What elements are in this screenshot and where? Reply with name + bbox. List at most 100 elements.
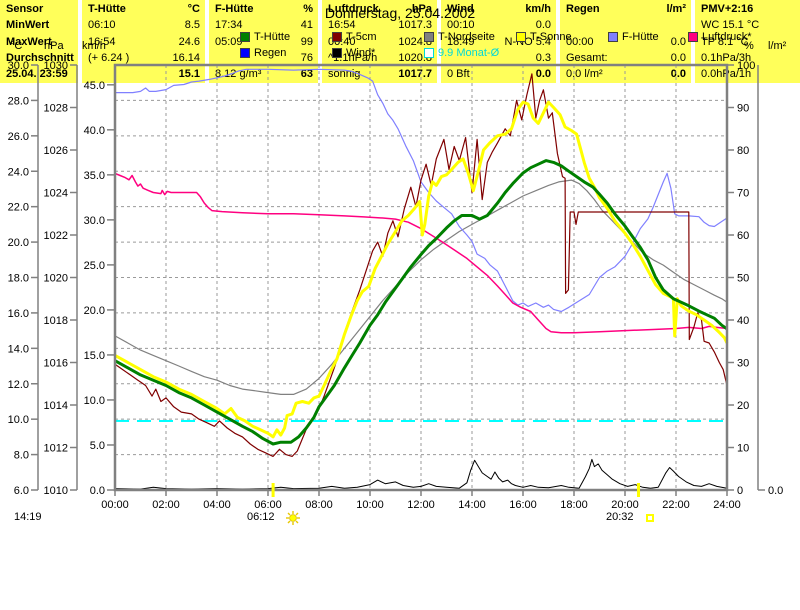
time-tick-label: 24:00 xyxy=(713,499,741,511)
table-header: F-Hütte% xyxy=(209,1,318,17)
temp-tick-label: 26.0 xyxy=(8,131,29,143)
table-row-cell: 8.12 g/m³ 63 xyxy=(209,66,318,82)
table-row-cell: Gesamt: 0.0 xyxy=(560,50,691,66)
time-tick-label: 10:00 xyxy=(356,499,384,511)
table-header-unit: °C xyxy=(187,3,200,15)
t_5cm-color-swatch-icon xyxy=(332,32,342,42)
cell-value: 0.0 xyxy=(670,68,686,80)
legend-item-t_huette: T-Hütte xyxy=(240,31,290,43)
pressure-tick-label: 1012 xyxy=(44,443,68,455)
summary-table: Sensor MinWert MaxWert Durchschnitt 25.04. 2… xyxy=(0,0,800,83)
table-row-cell: 17:34 41 xyxy=(209,17,318,33)
t_huette-color-swatch-icon xyxy=(240,32,250,42)
table-column-wind: Wind km/h 00:10 0.0 18:49 N-NO 5.4 0.3 0 Bft 0.0 xyxy=(441,0,556,83)
table-header-label: Luftdruck xyxy=(328,3,379,15)
table-header: Wind km/h xyxy=(441,1,556,17)
table-row-cell: 16:54 1017.3 xyxy=(322,17,437,33)
f_huette-color-swatch-icon xyxy=(608,32,618,42)
table-header-label: Regen xyxy=(566,3,600,15)
humidity-tick-label: 70 xyxy=(737,188,749,200)
wind-tick-label: 10.0 xyxy=(84,395,105,407)
luftdruck-color-swatch-icon xyxy=(688,32,698,42)
table-header-label: Wind xyxy=(447,3,474,15)
table-header: Sensor xyxy=(0,1,78,17)
page-title: Donnerstag, 25.04.2002 xyxy=(324,5,476,21)
time-tick-label: 00:00 xyxy=(101,499,129,511)
axis-unit-percent: % xyxy=(744,40,754,52)
time-tick-label: 16:00 xyxy=(509,499,537,511)
regen-color-swatch-icon xyxy=(240,48,250,58)
cell-label: 0.0 l/m² xyxy=(566,68,603,80)
cell-value: 0.3 xyxy=(535,51,551,64)
table-column-regen: Regen l/m² 00:00 0.0 Gesamt: 0.0 0.0 l/m² 0.0 xyxy=(560,0,691,83)
pressure-tick-label: 1014 xyxy=(44,400,68,412)
table-header-label: F-Hütte xyxy=(215,3,254,15)
table-header-unit: km/h xyxy=(525,3,551,15)
series-line-t_huette xyxy=(114,159,728,446)
series-line-luftdruck xyxy=(114,172,728,334)
wind-tick-label: 0.0 xyxy=(90,485,105,497)
legend-label: Luftdruck* xyxy=(702,31,752,43)
table-row-cell: 25.04. 23:59 xyxy=(0,66,78,82)
table-row-cell: 00:00 0.0 xyxy=(560,34,691,50)
legend-item-f_huette: F-Hütte xyxy=(608,31,659,43)
pressure-tick-label: 1010 xyxy=(44,485,68,497)
axis-unit-celsius: °C xyxy=(10,40,23,52)
legend-item-t_nordseite: T-Nordseite xyxy=(424,31,495,43)
sunrise-sun-icon xyxy=(286,511,300,525)
cell-label: Durchschnitt xyxy=(6,51,74,64)
temp-tick-label: 22.0 xyxy=(8,202,29,214)
pressure-tick-label: 1016 xyxy=(44,358,68,370)
wind-tick-label: 25.0 xyxy=(84,260,105,272)
series-line-f_huette xyxy=(115,68,728,313)
wind-tick-label: 15.0 xyxy=(84,350,105,362)
time-tick-label: 14:00 xyxy=(458,499,486,511)
table-row-cell: Durchschnitt xyxy=(0,50,78,66)
humidity-tick-label: 100 xyxy=(737,60,755,72)
cell-label: 17:34 xyxy=(215,19,243,32)
legend-item-luftdruck: Luftdruck* xyxy=(688,31,752,43)
footer-left-time: 14:19 xyxy=(14,511,42,523)
table-header: Luftdruck hPa xyxy=(322,1,437,17)
sunrise-time: 06:12 xyxy=(247,511,275,523)
temp-tick-label: 24.0 xyxy=(8,166,29,178)
cell-value: 16.14 xyxy=(172,51,200,64)
table-row-cell: 0 Bft 0.0 xyxy=(441,66,556,82)
cell-label: 18:49 xyxy=(447,35,475,48)
time-tick-label: 20:00 xyxy=(611,499,639,511)
pressure-tick-label: 1020 xyxy=(44,273,68,285)
sunset-square-icon xyxy=(646,514,654,522)
time-tick-label: 12:00 xyxy=(407,499,435,511)
cell-value: 15.1 xyxy=(178,68,200,80)
table-row-cell: 0.1hPa/3h xyxy=(695,50,800,66)
cell-label: Gesamt: xyxy=(566,51,608,64)
table-header-label: PMV+2:16 xyxy=(701,3,754,15)
table-row-cell: (+ 6.24 ) 16.14 xyxy=(82,50,205,66)
wind-tick-label: 5.0 xyxy=(90,440,105,452)
table-row-cell: 0.0 l/m² 0.0 xyxy=(560,66,691,82)
pressure-tick-label: 1018 xyxy=(44,315,68,327)
time-tick-label: 04:00 xyxy=(203,499,231,511)
legend-item-monat_avg: 9.9 Monat-Ø xyxy=(424,47,499,59)
monat_avg-color-swatch-icon xyxy=(424,48,434,58)
temp-tick-label: 16.0 xyxy=(8,308,29,320)
temp-tick-label: 8.0 xyxy=(14,450,29,462)
cell-value: 1017.3 xyxy=(398,19,432,32)
cell-label: TP 8.1 °C xyxy=(701,35,749,48)
table-row-cell: 00:10 0.0 xyxy=(441,17,556,33)
cell-label: 05:09 xyxy=(215,35,243,48)
table-column-sensor: Sensor MinWert MaxWert Durchschnitt 25.04. 2… xyxy=(0,0,78,83)
humidity-tick-label: 30 xyxy=(737,358,749,370)
legend-label: T-Sonne xyxy=(530,31,572,43)
cell-label: 00:00 xyxy=(566,35,594,48)
legend-item-regen: Regen xyxy=(240,47,286,59)
cell-value: 0.0 xyxy=(670,51,686,64)
humidity-tick-label: 50 xyxy=(737,273,749,285)
table-row-cell: TP 8.1 °C xyxy=(695,34,800,50)
axis-unit-litre-m2: l/m² xyxy=(768,40,787,52)
pressure-tick-label: 1022 xyxy=(44,230,68,242)
legend-item-t_5cm: T-5cm xyxy=(332,31,377,43)
humidity-tick-label: 40 xyxy=(737,315,749,327)
pressure-tick-label: 1026 xyxy=(44,145,68,157)
